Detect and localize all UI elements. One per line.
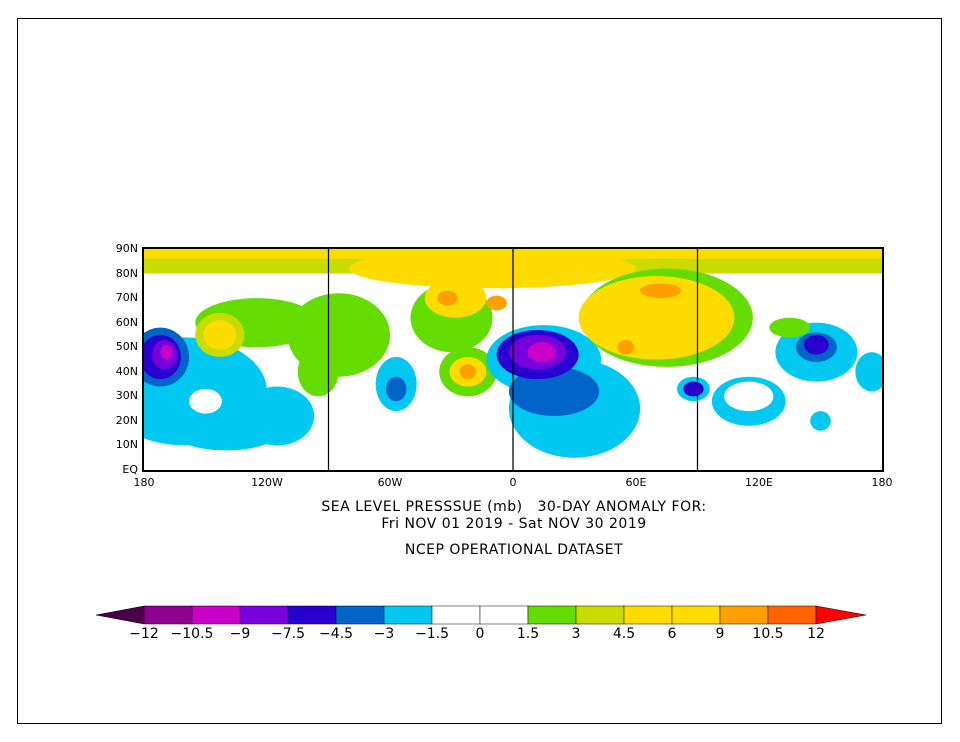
colorbar-label: 6	[667, 626, 677, 642]
colorbar-arrow-low	[95, 605, 145, 625]
colorbar-label: 0	[475, 626, 485, 642]
colorbar-label: −1.5	[415, 626, 449, 642]
colorbar-label: 9	[715, 626, 725, 642]
lat-label: 90N	[115, 242, 138, 255]
colorbar-label: −10.5	[170, 626, 214, 642]
lat-label: 20N	[115, 413, 138, 427]
lat-label: 50N	[115, 340, 138, 354]
colorbar-swatch	[527, 605, 577, 625]
colorbar-swatch	[671, 605, 721, 625]
colorbar-swatch	[719, 605, 769, 625]
title-line1: SEA LEVEL PRESSSUE (mb) 30-DAY ANOMALY F…	[321, 499, 707, 515]
colorbar-label: 3	[571, 626, 581, 642]
lat-label: 40N	[115, 364, 138, 378]
colorbar	[95, 605, 867, 625]
colorbar-label: 1.5	[516, 626, 540, 642]
lon-label: 180	[133, 476, 155, 489]
anomaly-field	[144, 249, 882, 470]
lat-label: 10N	[115, 438, 138, 452]
colorbar-label: −12	[129, 626, 159, 642]
colorbar-swatch	[383, 605, 433, 625]
colorbar-swatch	[479, 605, 529, 625]
colorbar-swatch	[575, 605, 625, 625]
lon-label: 60E	[625, 476, 647, 489]
colorbar-label: −9	[229, 626, 251, 642]
colorbar-swatch	[623, 605, 673, 625]
colorbar-label: −7.5	[271, 626, 305, 642]
anomaly-map	[142, 247, 884, 472]
colorbar-swatch	[767, 605, 817, 625]
lon-label: 0	[509, 476, 517, 489]
title-line2: Fri NOV 01 2019 - Sat NOV 30 2019	[381, 516, 647, 532]
colorbar-label: 12	[807, 626, 825, 642]
title-line3: NCEP OPERATIONAL DATASET	[404, 542, 624, 558]
lat-label: 70N	[115, 291, 138, 305]
colorbar-swatch	[239, 605, 289, 625]
lat-label: 60N	[115, 315, 138, 329]
lon-label: 180	[871, 476, 893, 489]
colorbar-label: 10.5	[752, 626, 784, 642]
lat-label: 80N	[115, 266, 138, 280]
lon-label: 60W	[377, 476, 403, 489]
colorbar-swatch	[335, 605, 385, 625]
colorbar-swatch	[431, 605, 481, 625]
colorbar-label: −3	[373, 626, 395, 642]
colorbar-label: −4.5	[319, 626, 353, 642]
lat-label: EQ	[122, 463, 138, 476]
lat-label: 30N	[115, 389, 138, 403]
lon-label: 120W	[251, 476, 283, 489]
lon-label: 120E	[745, 476, 773, 489]
colorbar-swatch	[143, 605, 193, 625]
colorbar-swatch	[191, 605, 241, 625]
colorbar-label: 4.5	[612, 626, 636, 642]
colorbar-swatch	[287, 605, 337, 625]
plot-frame	[17, 18, 942, 724]
colorbar-arrow-high	[815, 605, 867, 625]
